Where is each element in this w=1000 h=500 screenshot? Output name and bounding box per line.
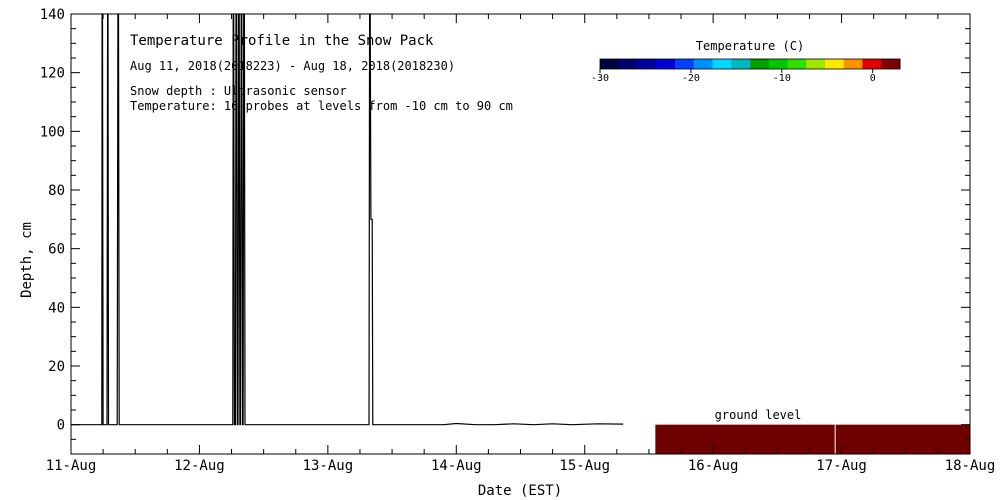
colorbar-tick-label: 0 [870, 73, 876, 84]
colorbar-swatch [806, 59, 826, 69]
x-tick-label: 11-Aug [46, 458, 97, 474]
y-tick-label: 80 [48, 183, 65, 199]
ground-level-bar [655, 424, 970, 454]
x-tick-label: 12-Aug [174, 458, 225, 474]
note-temperature: Temperature: 16 probes at levels from -1… [130, 99, 513, 113]
colorbar: -30 -20 -10 0 [591, 58, 901, 84]
series-line-0 [71, 13, 624, 426]
y-axis-label: Depth, cm [19, 222, 35, 298]
colorbar-tick-label: -30 [591, 73, 609, 84]
colorbar-swatch [862, 59, 882, 69]
y-tick-label: 40 [48, 300, 65, 316]
x-tick-label: 15-Aug [559, 458, 610, 474]
y-tick-label: 60 [48, 242, 65, 258]
plot-frame [70, 13, 971, 455]
colorbar-swatch [712, 59, 732, 69]
colorbar-swatch [843, 59, 863, 69]
chart-subtitle: Aug 11, 2018(2018223) - Aug 18, 2018(201… [130, 59, 455, 73]
colorbar-swatch [618, 59, 638, 69]
colorbar-swatch [600, 59, 620, 69]
colorbar-swatch [787, 59, 807, 69]
x-tick-label: 14-Aug [431, 458, 482, 474]
y-tick-label: 120 [40, 66, 65, 82]
y-tick-label: 100 [40, 124, 65, 140]
snow-depth-series [71, 13, 624, 426]
colorbar-swatch [750, 59, 770, 69]
x-axis-label: Date (EST) [478, 483, 562, 499]
colorbar-tick-label: -10 [773, 73, 791, 84]
chart-title: Temperature Profile in the Snow Pack [130, 33, 434, 49]
colorbar-swatch [768, 59, 788, 69]
colorbar-swatch [693, 59, 713, 69]
colorbar-swatch [731, 59, 751, 69]
ground-level-label: ground level [715, 408, 802, 422]
colorbar-swatch [656, 59, 676, 69]
colorbar-swatch [825, 59, 845, 69]
x-tick-label: 16-Aug [688, 458, 739, 474]
y-tick-label: 0 [57, 418, 65, 434]
colorbar-title: Temperature (C) [696, 39, 804, 53]
x-axis: 11-Aug 12-Aug 13-Aug 14-Aug 15-Aug 16-Aug 17-A… [46, 14, 996, 474]
colorbar-tick-label: -20 [682, 73, 700, 84]
colorbar-swatch [637, 59, 657, 69]
ground-bar [655, 424, 970, 454]
x-tick-label: 13-Aug [303, 458, 354, 474]
x-tick-label: 18-Aug [945, 458, 996, 474]
y-tick-label: 20 [48, 359, 65, 375]
y-axis: 0 20 40 60 80 100 120 140 [40, 7, 970, 455]
colorbar-swatch [675, 59, 695, 69]
x-tick-label: 17-Aug [816, 458, 867, 474]
note-snow-depth: Snow depth : Ultrasonic sensor [130, 84, 347, 98]
y-tick-label: 140 [40, 7, 65, 23]
colorbar-frame [599, 58, 901, 70]
colorbar-swatch [881, 59, 901, 69]
